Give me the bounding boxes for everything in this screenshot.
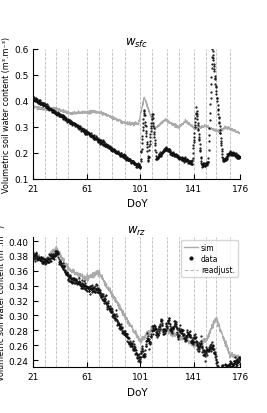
X-axis label: DoY: DoY (127, 387, 147, 397)
X-axis label: DoY: DoY (127, 199, 147, 209)
Y-axis label: Volumetric soil water content (m³.m⁻³): Volumetric soil water content (m³.m⁻³) (0, 225, 6, 380)
Title: $w_{sfc}$: $w_{sfc}$ (125, 36, 148, 50)
Legend: sim, data, readjust.: sim, data, readjust. (181, 240, 238, 278)
Title: $w_{rz}$: $w_{rz}$ (127, 225, 147, 238)
Y-axis label: Volumetric soil water content (m³.m⁻³): Volumetric soil water content (m³.m⁻³) (2, 37, 11, 192)
